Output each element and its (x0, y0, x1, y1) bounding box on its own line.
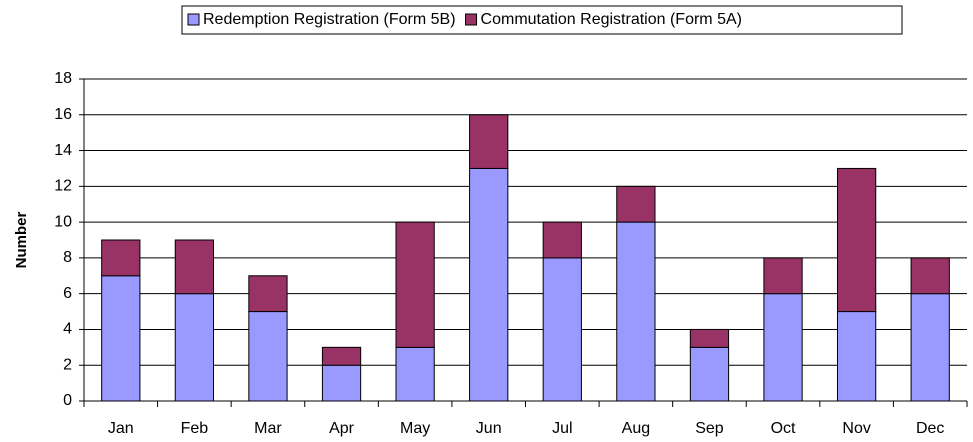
y-tick-label: 10 (54, 213, 72, 230)
y-tick-label: 16 (54, 106, 72, 123)
legend-swatch (187, 13, 200, 26)
x-tick-label: Oct (771, 420, 796, 437)
bar-segment (321, 346, 362, 366)
x-tick-label: Jul (552, 420, 572, 437)
x-tick-label: Feb (181, 420, 209, 437)
bar-segment (689, 346, 730, 402)
bar-segment (248, 311, 288, 402)
y-tick-label: 12 (54, 178, 72, 195)
y-tick-label: 8 (63, 249, 72, 266)
x-tick-label: Apr (329, 420, 355, 437)
bar-segment (101, 239, 141, 277)
x-tick-label: Jun (476, 420, 502, 437)
bar-segment (836, 167, 877, 313)
legend-box (181, 5, 903, 35)
y-tick-label: 0 (63, 392, 72, 409)
x-tick-label: Jan (108, 420, 134, 437)
bar-segment (395, 346, 435, 402)
bar-segment (910, 257, 950, 295)
bar-segment (174, 293, 215, 402)
x-tick-label: Mar (254, 420, 282, 437)
bar-segment (689, 328, 730, 348)
x-tick-label: Aug (622, 420, 650, 437)
legend-label: Commutation Registration (Form 5A) (481, 11, 742, 28)
bar-segment (469, 114, 509, 169)
y-tick-label: 2 (63, 356, 72, 373)
y-tick-label: 6 (63, 285, 72, 302)
x-tick-label: May (400, 420, 430, 437)
bar-segment (542, 257, 582, 402)
bar-segment (101, 275, 141, 402)
y-axis-label: Number (13, 212, 30, 269)
y-tick-label: 18 (54, 70, 72, 87)
bar-segment (174, 239, 215, 295)
bar-segment (763, 293, 803, 402)
legend-label: Redemption Registration (Form 5B) (203, 11, 456, 28)
legend-swatch (465, 13, 478, 26)
y-tick-label: 14 (54, 142, 72, 159)
bar-segment (910, 293, 950, 402)
x-tick-label: Nov (842, 420, 870, 437)
x-tick-label: Sep (695, 420, 724, 437)
bar-segment (321, 364, 362, 402)
bar-segment (395, 221, 435, 348)
x-tick-label: Dec (916, 420, 944, 437)
bar-segment (248, 275, 288, 313)
bar-segment (469, 167, 509, 402)
bar-segment (616, 221, 656, 402)
y-tick-label: 4 (63, 321, 72, 338)
bar-segment (763, 257, 803, 295)
bar-segment (542, 221, 582, 259)
bar-segment (616, 185, 656, 223)
bar-segment (836, 311, 877, 402)
